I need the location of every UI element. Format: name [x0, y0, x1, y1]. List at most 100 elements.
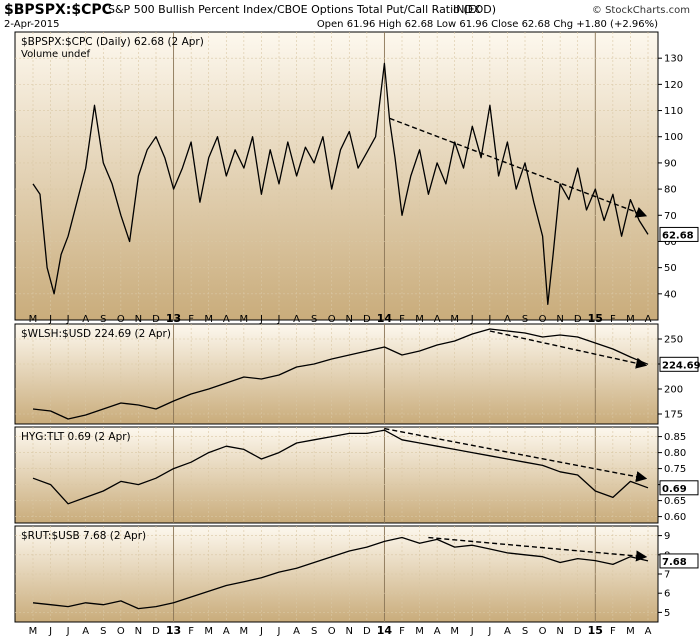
x-tick-label-top: N	[135, 314, 142, 325]
x-tick-label: M	[204, 626, 213, 637]
x-tick-label-top: A	[82, 314, 89, 325]
chart-description: S&P 500 Bullish Percent Index/CBOE Optio…	[108, 3, 496, 16]
x-tick-label: O	[117, 626, 125, 637]
chart-symbol: $BPSPX:$CPC	[4, 2, 112, 18]
y-tick-label: 5	[664, 608, 670, 619]
x-tick-label: M	[240, 626, 249, 637]
y-tick-label: 110	[664, 106, 683, 117]
x-tick-label-top: J	[487, 314, 491, 325]
x-tick-label: J	[277, 626, 281, 637]
trend-line	[384, 427, 648, 483]
x-tick-label: 14	[377, 624, 393, 637]
x-tick-label: A	[504, 626, 511, 637]
last-value-tag	[659, 226, 699, 242]
y-tick-label: 90	[664, 158, 677, 169]
y-tick-label: 0.80	[664, 448, 686, 459]
x-tick-label: S	[100, 626, 106, 637]
chart-date: 2-Apr-2015	[4, 19, 59, 30]
x-tick-label: F	[188, 626, 194, 637]
x-tick-label: M	[415, 626, 424, 637]
x-tick-label-top: O	[539, 314, 547, 325]
y-tick-label: 0.75	[664, 464, 686, 475]
y-tick-label: 9	[664, 531, 670, 542]
y-tick-label: 70	[664, 211, 677, 222]
x-tick-label-top: J	[66, 314, 70, 325]
x-tick-label-top: S	[100, 314, 106, 325]
trend-line	[389, 117, 648, 218]
trend-line	[428, 536, 648, 562]
x-tick-label: A	[223, 626, 230, 637]
x-tick-label-top: M	[29, 314, 38, 325]
y-tick-label: 0.65	[664, 496, 686, 507]
x-tick-label: N	[346, 626, 353, 637]
x-tick-label-top: J	[470, 314, 474, 325]
chart-panels: 40 50 60 70 80 90 100 110 120 130 $BPSPX:$CPC (Dai…	[14, 31, 700, 623]
y-tick-label: 50	[664, 263, 677, 274]
y-tick-label: 80	[664, 185, 677, 196]
panel-sublabel: Volume undef	[21, 49, 91, 60]
x-tick-label-top: O	[328, 314, 336, 325]
panel-background	[14, 323, 659, 425]
y-tick-label: 60	[664, 237, 677, 248]
x-tick-label: A	[293, 626, 300, 637]
x-tick-label: J	[259, 626, 263, 637]
x-tick-label: J	[487, 626, 491, 637]
series-line	[32, 62, 649, 305]
panel-background	[14, 426, 659, 524]
x-axis: MMJJJJAASSOONNDD1313FFMMAAMMJJJJAASSOONN…	[29, 312, 652, 637]
x-tick-label: M	[450, 626, 459, 637]
y-tick-label: 0.60	[664, 512, 686, 523]
last-value-label: 62.68	[662, 230, 694, 241]
y-tick-label: 40	[664, 289, 677, 300]
x-tick-label: M	[626, 626, 635, 637]
y-tick-label: 200	[664, 385, 683, 396]
last-value-tag	[659, 480, 699, 496]
x-tick-label: S	[522, 626, 528, 637]
x-tick-label-top: A	[504, 314, 511, 325]
y-tick-label: 175	[664, 410, 683, 421]
x-tick-label: O	[539, 626, 547, 637]
x-tick-label-top: D	[152, 314, 160, 325]
x-tick-label-top: F	[399, 314, 405, 325]
x-tick-label-top: O	[117, 314, 125, 325]
y-tick-label: 0.85	[664, 432, 686, 443]
x-tick-label: O	[328, 626, 336, 637]
series-line	[32, 328, 649, 420]
x-tick-label: N	[135, 626, 142, 637]
y-tick-label: 250	[664, 335, 683, 346]
x-tick-label-top: J	[48, 314, 52, 325]
x-tick-label-top: S	[311, 314, 317, 325]
y-tick-label: 7	[664, 570, 670, 581]
x-tick-label-top: 14	[377, 312, 393, 325]
x-tick-label: 13	[166, 624, 181, 637]
panel-label: $WLSH:$USD 224.69 (2 Apr)	[21, 328, 171, 340]
x-tick-label-top: M	[204, 314, 213, 325]
panel-label: $RUT:$USB 7.68 (2 Apr)	[21, 530, 146, 542]
x-tick-label-top: A	[293, 314, 300, 325]
x-tick-label-top: 13	[166, 312, 181, 325]
x-tick-label: N	[556, 626, 563, 637]
x-tick-label: M	[29, 626, 38, 637]
stockcharts-credit[interactable]: © StockCharts.com	[592, 5, 690, 16]
x-tick-label: D	[152, 626, 160, 637]
x-tick-label-top: A	[223, 314, 230, 325]
y-tick-label: 100	[664, 132, 683, 143]
x-tick-label-top: N	[346, 314, 353, 325]
x-tick-label-top: M	[240, 314, 249, 325]
x-tick-label-top: 15	[588, 312, 603, 325]
x-tick-label-top: M	[450, 314, 459, 325]
x-tick-label: D	[363, 626, 371, 637]
x-tick-label-top: M	[415, 314, 424, 325]
y-tick-label: 130	[664, 54, 683, 65]
x-tick-label: S	[311, 626, 317, 637]
panel-label: HYG:TLT 0.69 (2 Apr)	[21, 431, 131, 443]
last-value-label: 7.68	[662, 557, 687, 568]
x-tick-label: J	[66, 626, 70, 637]
panel-1: 175200225250$WLSH:$USD 224.69 (2 Apr)224…	[14, 323, 700, 425]
last-value-label: 224.69	[662, 360, 700, 371]
x-tick-label-top: D	[574, 314, 582, 325]
x-tick-label-top: J	[277, 314, 281, 325]
chart-exchange: INDX	[453, 3, 481, 16]
